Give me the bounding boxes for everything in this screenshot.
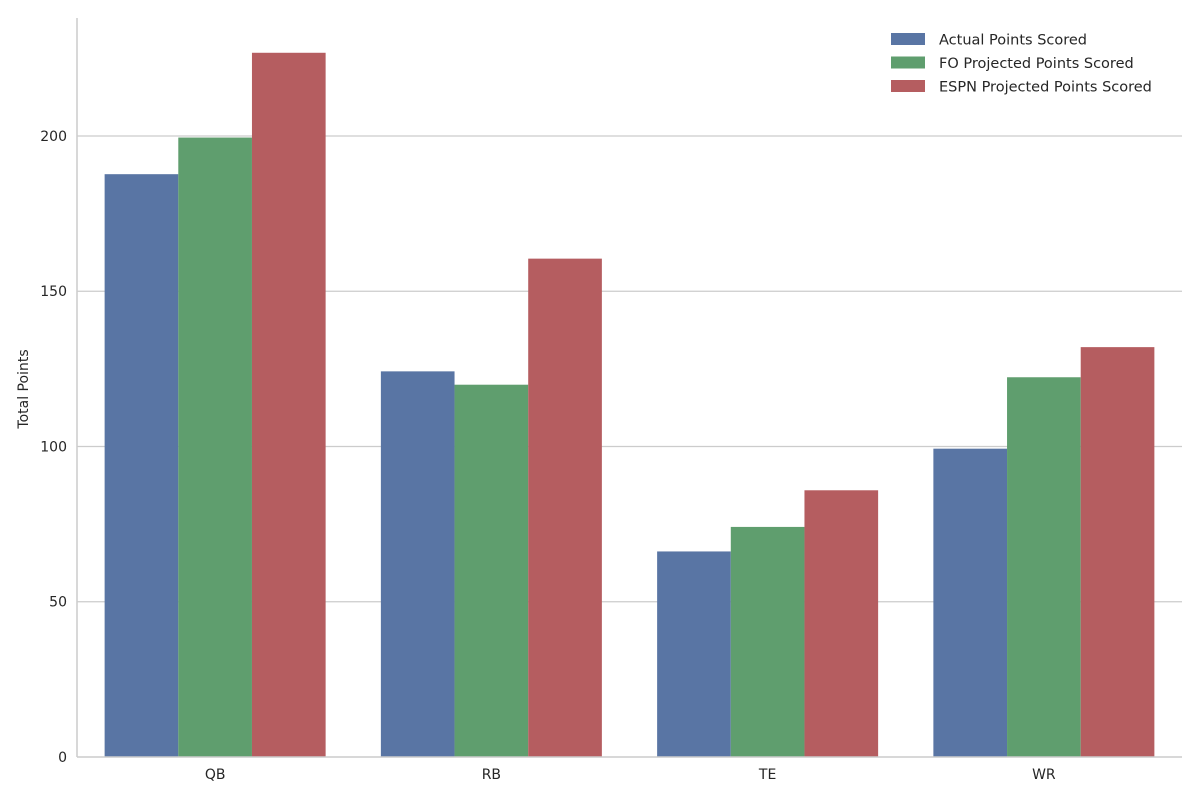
bar-qb-series-2 [178, 137, 252, 757]
axes [76, 18, 1182, 758]
bars [104, 52, 1155, 758]
bar-rb-series-3 [528, 258, 602, 757]
bar-te-series-2 [730, 526, 805, 757]
bar-te-series-3 [804, 490, 879, 757]
bar-wr-series-2 [1007, 377, 1081, 757]
bar-te-series-1 [657, 551, 731, 757]
y-tick-label: 0 [58, 750, 67, 766]
legend-swatch [891, 33, 925, 45]
y-tick-label: 100 [40, 439, 67, 455]
bar-qb-series-3 [251, 52, 326, 757]
x-tick-labels: QB RB TE WR [205, 767, 1056, 783]
y-tick-labels: 0 50 100 150 200 [40, 129, 67, 766]
x-tick-label: QB [205, 767, 226, 783]
bar-rb-series-1 [380, 371, 455, 757]
bar-qb-series-1 [104, 174, 179, 758]
legend: Actual Points Scored FO Projected Points … [891, 33, 1152, 96]
y-tick-label: 50 [49, 595, 67, 611]
x-tick-label: RB [482, 767, 501, 783]
bar-wr-series-1 [933, 448, 1008, 757]
y-tick-label: 150 [40, 284, 67, 300]
legend-label: Actual Points Scored [939, 33, 1087, 49]
legend-label: FO Projected Points Scored [939, 56, 1134, 72]
bar-rb-series-2 [454, 384, 529, 757]
legend-swatch [891, 56, 925, 69]
x-tick-label: WR [1032, 767, 1056, 783]
legend-swatch [891, 80, 925, 92]
legend-label: ESPN Projected Points Scored [939, 80, 1152, 96]
y-tick-label: 200 [40, 129, 67, 145]
bar-wr-series-3 [1080, 347, 1155, 757]
x-tick-label: TE [758, 767, 776, 783]
y-axis-label: Total Points [16, 349, 32, 429]
